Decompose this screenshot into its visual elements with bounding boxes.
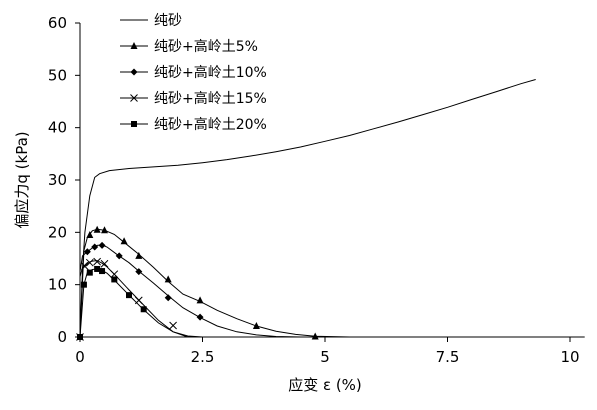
legend-label: 纯砂+高岭土20% — [154, 116, 267, 133]
data-point — [101, 226, 108, 234]
x-axis-title: 应变 ε (%) — [288, 376, 362, 394]
data-point — [164, 294, 172, 302]
series-line — [79, 244, 536, 338]
x-tick-label: 7.5 — [436, 348, 460, 366]
data-point — [252, 322, 260, 330]
data-point — [169, 321, 177, 330]
data-point — [86, 230, 94, 238]
legend-label: 纯砂+高岭土10% — [154, 64, 267, 81]
x-tick-label: 10 — [560, 348, 579, 366]
data-point — [120, 237, 128, 245]
data-point — [115, 252, 123, 260]
data-point — [98, 241, 106, 249]
legend-marker — [130, 42, 138, 49]
y-tick-label: 40 — [48, 119, 67, 137]
axes: 0 10 20 30 40 50 60 0 2.5 5 7.5 10 — [48, 14, 580, 366]
legend-marker — [130, 94, 138, 102]
data-point — [81, 262, 89, 271]
data-point — [83, 248, 91, 256]
data-point — [135, 251, 143, 259]
legend-marker — [131, 121, 137, 127]
data-point — [91, 243, 99, 251]
x-tick-label: 5 — [320, 348, 330, 366]
data-point — [111, 276, 118, 283]
legend-entry: 纯砂+高岭土10% — [120, 64, 267, 81]
legend-marker — [130, 68, 138, 76]
data-point — [86, 269, 93, 276]
legend-label: 纯砂+高岭土15% — [154, 90, 267, 107]
y-tick-label: 50 — [48, 66, 67, 84]
series-2 — [76, 241, 536, 341]
y-tick-label: 10 — [48, 276, 67, 294]
data-point — [164, 275, 172, 283]
data-point — [100, 259, 109, 268]
data-point — [311, 332, 319, 340]
data-point — [140, 306, 147, 313]
data-point — [93, 257, 102, 266]
data-point — [85, 258, 94, 267]
data-point — [99, 268, 106, 275]
legend-entry: 纯砂+高岭土5% — [120, 38, 258, 55]
x-tick-label: 0 — [75, 348, 85, 366]
data-point — [135, 268, 143, 276]
data-point — [80, 281, 87, 288]
y-tick-label: 60 — [48, 14, 67, 32]
y-tick-label: 0 — [57, 328, 67, 346]
legend-label: 纯砂+高岭土5% — [154, 38, 258, 55]
y-tick-label: 20 — [48, 223, 67, 241]
data-point — [94, 265, 101, 272]
data-point — [77, 334, 83, 340]
data-point — [196, 296, 204, 304]
y-tick-label: 30 — [48, 171, 67, 189]
data-point — [93, 225, 101, 233]
y-axis-title: 偏应力q (kPa) — [13, 131, 31, 228]
series-0 — [79, 79, 536, 338]
series-layer — [76, 79, 585, 341]
data-point — [126, 292, 132, 299]
x-tick-label: 2.5 — [191, 348, 215, 366]
legend-label: 纯砂 — [154, 13, 182, 29]
series-3 — [76, 257, 188, 341]
data-point — [196, 313, 204, 321]
series-line — [79, 79, 536, 338]
legend-entry: 纯砂+高岭土15% — [120, 90, 267, 107]
legend-entry: 纯砂 — [120, 13, 182, 29]
legend-entry: 纯砂+高岭土20% — [120, 116, 267, 133]
series-4 — [77, 265, 203, 340]
